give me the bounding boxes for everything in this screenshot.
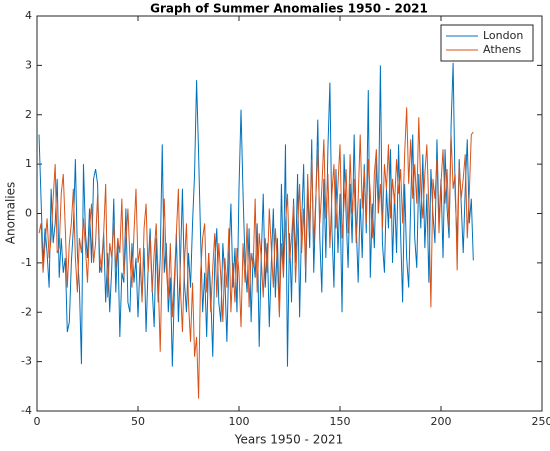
y-tick-label: 2 xyxy=(25,108,32,121)
x-tick-label: 150 xyxy=(330,415,351,428)
y-tick-label: -2 xyxy=(21,305,32,318)
x-tick-label: 100 xyxy=(229,415,250,428)
y-tick-label: 3 xyxy=(25,58,32,71)
y-tick-label: -1 xyxy=(21,256,32,269)
x-tick-label: 0 xyxy=(34,415,41,428)
y-tick-label: 0 xyxy=(25,207,32,220)
y-tick-label: -3 xyxy=(21,355,32,368)
legend-box xyxy=(440,24,534,62)
y-tick-label: -4 xyxy=(21,404,32,417)
x-tick-label: 250 xyxy=(532,415,550,428)
axes-box xyxy=(36,15,543,412)
data-line xyxy=(38,107,474,399)
y-tick-label: 4 xyxy=(25,9,32,22)
y-tick-label: 1 xyxy=(25,157,32,170)
legend-label: Athens xyxy=(483,43,521,56)
x-tick-label: 50 xyxy=(131,415,145,428)
x-tick-label: 200 xyxy=(431,415,452,428)
legend-label: London xyxy=(483,29,523,42)
y-axis-label: Anomalies xyxy=(4,182,18,245)
chart-title: Graph of Summer Anomalies 1950 - 2021 xyxy=(150,2,428,16)
x-axis-label: Years 1950 - 2021 xyxy=(234,433,344,447)
